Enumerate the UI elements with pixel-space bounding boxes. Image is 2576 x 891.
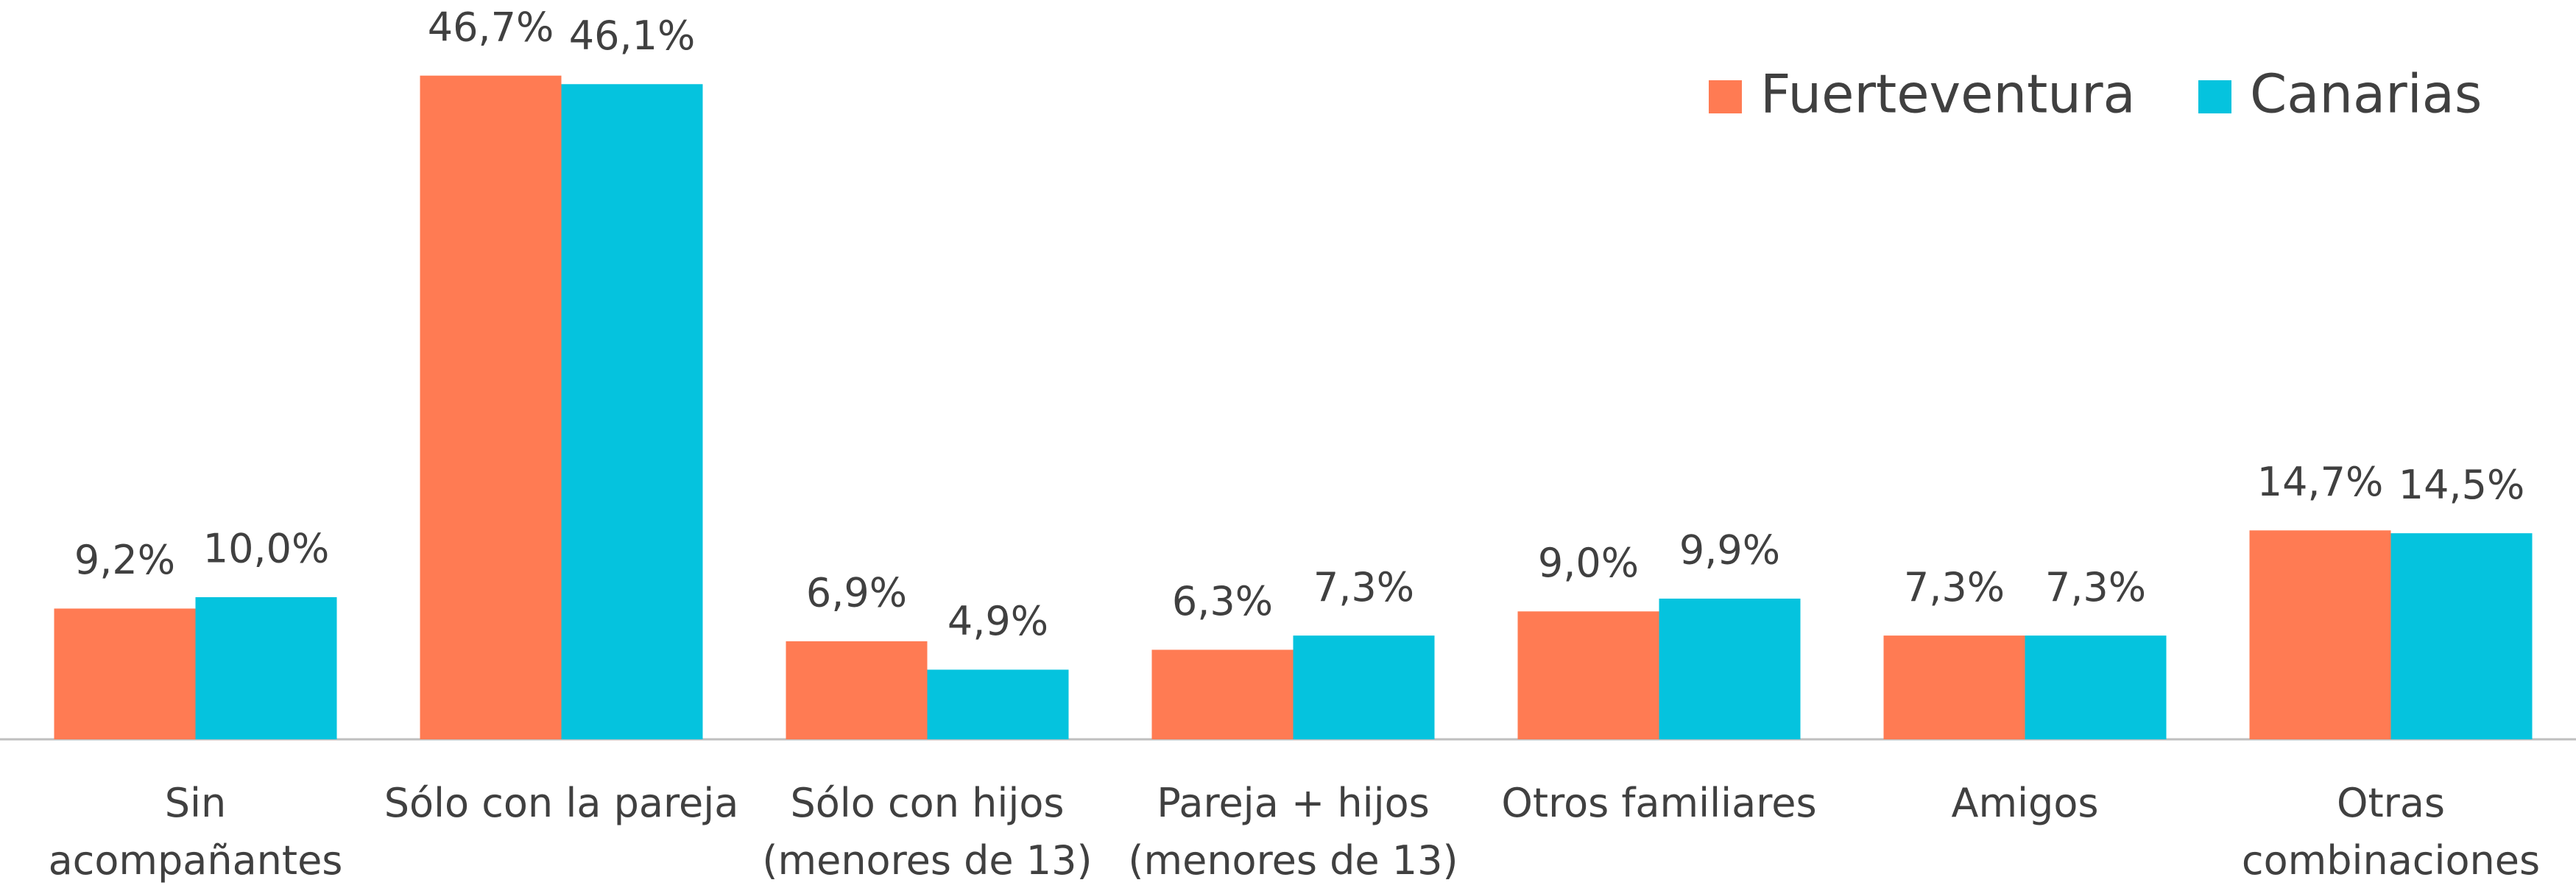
data-label: 46,1% [569, 13, 696, 59]
data-label: 7,3% [2045, 564, 2146, 610]
bar [1659, 598, 1801, 739]
data-label: 4,9% [948, 598, 1048, 644]
bar [1293, 635, 1435, 739]
data-label: 9,0% [1538, 540, 1639, 586]
data-label: 9,9% [1679, 527, 1780, 574]
x-tick-label: Sin acompañantes [48, 780, 343, 884]
data-label: 7,3% [1904, 564, 2005, 610]
data-label: 10,0% [203, 526, 330, 572]
x-tick-label: Otras combinaciones [2241, 780, 2541, 884]
x-tick-label: Pareja + hijos (menores de 13) [1128, 780, 1458, 884]
bar [54, 608, 196, 739]
bar [1883, 635, 2025, 739]
x-tick-label: Otros familiares [1501, 780, 1817, 826]
data-label: 9,2% [74, 537, 175, 583]
data-label: 6,9% [806, 569, 907, 616]
data-label: 14,5% [2399, 462, 2525, 508]
bar [1517, 611, 1659, 739]
data-label: 6,3% [1172, 578, 1273, 624]
legend-swatch [2198, 80, 2231, 113]
bar [1151, 649, 1294, 739]
legend-swatch [1709, 80, 1742, 113]
bar [561, 84, 703, 739]
bar [420, 75, 562, 739]
x-tick-label: Amigos [1951, 780, 2099, 826]
data-label: 14,7% [2257, 459, 2384, 505]
bar [2390, 533, 2533, 739]
data-label: 46,7% [428, 4, 554, 50]
bar [927, 669, 1069, 739]
bar [786, 641, 928, 739]
data-label: 7,3% [1313, 564, 1414, 610]
legend-label: Fuerteventura [1760, 63, 2136, 125]
legend-label: Canarias [2250, 63, 2482, 125]
x-tick-label: Sólo con la pareja [384, 780, 739, 826]
x-tick-label: Sólo con hijos (menores de 13) [762, 780, 1093, 884]
bar [2025, 635, 2167, 739]
bar [195, 597, 337, 739]
bar [2249, 530, 2391, 739]
